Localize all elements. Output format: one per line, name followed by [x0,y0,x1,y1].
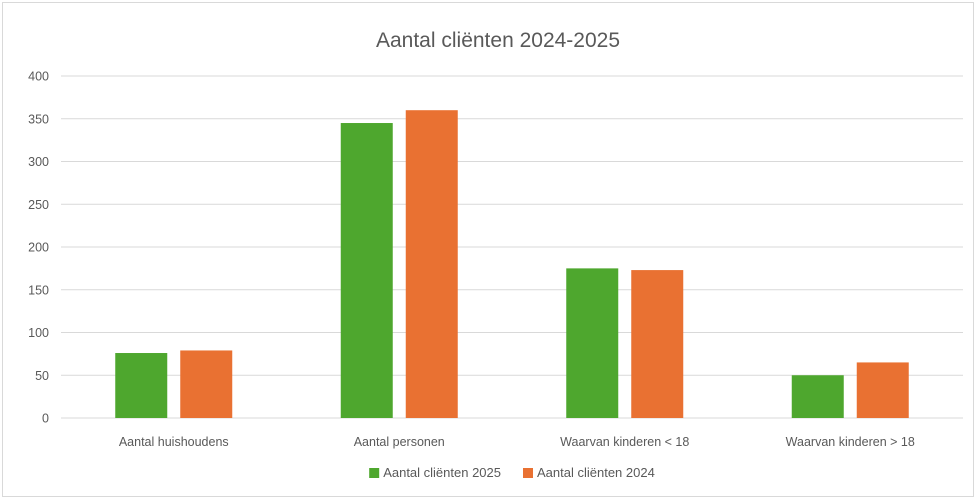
x-category-label: Aantal personen [354,435,445,449]
y-tick-label: 150 [28,283,49,297]
y-tick-label: 250 [28,198,49,212]
legend-item: Aantal cliënten 2025 [369,465,501,480]
y-tick-label: 400 [28,70,49,84]
bar [791,375,844,418]
legend-item: Aantal cliënten 2024 [523,465,655,480]
bar [405,110,458,418]
chart-area: Aantal cliënten 2024-2025 0 50 100 150 200 25… [2,2,974,497]
bar-chart: Aantal cliënten 2024-2025 0 50 100 150 200 25… [28,29,963,480]
y-tick-label: 350 [28,112,49,126]
x-category-label: Aantal huishoudens [119,435,229,449]
bar [115,353,168,418]
bar [340,123,393,419]
y-tick-label: 0 [42,412,49,426]
legend-label: Aantal cliënten 2025 [383,465,501,480]
y-tick-label: 100 [28,326,49,340]
legend: Aantal cliënten 2025 Aantal cliënten 2024 [369,465,655,480]
y-tick-label: 200 [28,241,49,255]
y-axis-ticks: 0 50 100 150 200 250 300 350 400 [28,70,49,426]
bar [566,268,619,418]
legend-swatch [369,468,380,478]
bar [856,362,909,418]
chart-title: Aantal cliënten 2024-2025 [376,29,620,52]
bars [115,110,909,419]
x-category-label: Waarvan kinderen > 18 [786,435,915,449]
y-tick-label: 300 [28,155,49,169]
legend-swatch [523,468,533,478]
bar [180,350,233,418]
bar [631,270,684,418]
x-axis-categories: Aantal huishoudens Aantal personen Waarvan… [119,435,915,449]
y-tick-label: 50 [35,369,49,383]
x-category-label: Waarvan kinderen < 18 [560,435,689,449]
legend-label: Aantal cliënten 2024 [537,465,655,480]
